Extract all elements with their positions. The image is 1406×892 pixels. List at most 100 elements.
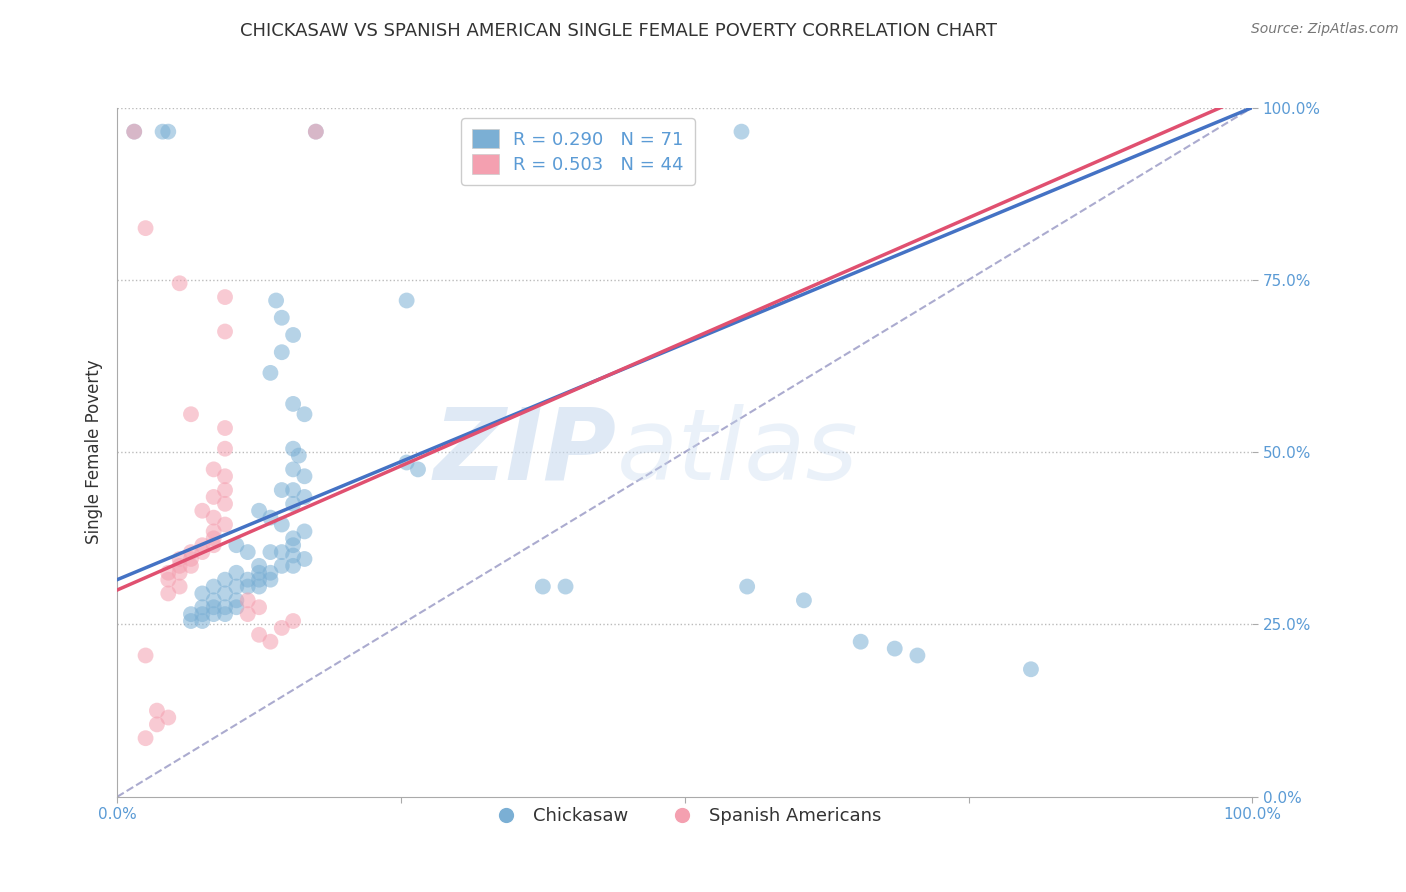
Point xyxy=(214,469,236,483)
Point xyxy=(169,277,191,291)
Point xyxy=(849,634,872,648)
Point xyxy=(122,125,145,139)
Point xyxy=(225,538,247,552)
Point xyxy=(288,449,311,463)
Point xyxy=(531,580,554,594)
Point xyxy=(202,600,225,615)
Point xyxy=(146,704,169,718)
Point xyxy=(180,407,202,421)
Point xyxy=(191,538,214,552)
Point xyxy=(259,510,281,524)
Point xyxy=(281,614,304,628)
Point xyxy=(202,510,225,524)
Point xyxy=(281,462,304,476)
Point xyxy=(214,325,236,339)
Point xyxy=(202,524,225,539)
Point xyxy=(202,607,225,621)
Point xyxy=(214,290,236,304)
Point xyxy=(305,125,328,139)
Point xyxy=(294,407,316,421)
Point xyxy=(169,580,191,594)
Point xyxy=(281,558,304,573)
Point xyxy=(157,586,180,600)
Point xyxy=(247,573,270,587)
Point xyxy=(281,397,304,411)
Text: CHICKASAW VS SPANISH AMERICAN SINGLE FEMALE POVERTY CORRELATION CHART: CHICKASAW VS SPANISH AMERICAN SINGLE FEM… xyxy=(240,22,997,40)
Point xyxy=(270,545,292,559)
Point xyxy=(270,483,292,497)
Point xyxy=(202,580,225,594)
Point xyxy=(281,442,304,456)
Point xyxy=(294,490,316,504)
Point xyxy=(406,462,429,476)
Point xyxy=(157,710,180,724)
Point xyxy=(735,580,758,594)
Point xyxy=(135,731,157,746)
Text: Source: ZipAtlas.com: Source: ZipAtlas.com xyxy=(1251,22,1399,37)
Point xyxy=(281,531,304,545)
Point xyxy=(281,483,304,497)
Point xyxy=(157,566,180,580)
Point xyxy=(793,593,815,607)
Point xyxy=(214,573,236,587)
Point xyxy=(294,552,316,566)
Point xyxy=(180,614,202,628)
Point xyxy=(180,607,202,621)
Point xyxy=(236,545,259,559)
Legend: Chickasaw, Spanish Americans: Chickasaw, Spanish Americans xyxy=(481,800,889,832)
Point xyxy=(122,125,145,139)
Point xyxy=(214,586,236,600)
Point xyxy=(191,504,214,518)
Point xyxy=(247,504,270,518)
Point xyxy=(1019,662,1042,676)
Point xyxy=(191,614,214,628)
Point xyxy=(270,517,292,532)
Point xyxy=(169,558,191,573)
Point xyxy=(152,125,174,139)
Point xyxy=(259,634,281,648)
Point xyxy=(157,125,180,139)
Point xyxy=(191,586,214,600)
Point xyxy=(281,549,304,563)
Text: atlas: atlas xyxy=(617,404,858,500)
Y-axis label: Single Female Poverty: Single Female Poverty xyxy=(86,359,103,544)
Point xyxy=(294,469,316,483)
Point xyxy=(202,593,225,607)
Point xyxy=(180,545,202,559)
Point xyxy=(247,566,270,580)
Point xyxy=(169,566,191,580)
Point xyxy=(883,641,905,656)
Point xyxy=(281,538,304,552)
Point xyxy=(294,524,316,539)
Point xyxy=(281,497,304,511)
Point xyxy=(281,328,304,343)
Point xyxy=(225,566,247,580)
Point xyxy=(259,573,281,587)
Point xyxy=(554,580,576,594)
Point xyxy=(259,545,281,559)
Point xyxy=(202,531,225,545)
Point xyxy=(247,580,270,594)
Point xyxy=(180,558,202,573)
Point xyxy=(247,600,270,615)
Point xyxy=(270,621,292,635)
Point xyxy=(225,580,247,594)
Point xyxy=(907,648,929,663)
Point xyxy=(236,593,259,607)
Point xyxy=(270,345,292,359)
Point xyxy=(225,600,247,615)
Point xyxy=(135,648,157,663)
Point xyxy=(202,490,225,504)
Point xyxy=(214,600,236,615)
Point xyxy=(305,125,328,139)
Point xyxy=(135,221,157,235)
Point xyxy=(270,310,292,325)
Point xyxy=(730,125,752,139)
Point xyxy=(146,717,169,731)
Point xyxy=(236,573,259,587)
Point xyxy=(236,607,259,621)
Point xyxy=(191,607,214,621)
Point xyxy=(270,558,292,573)
Point xyxy=(214,421,236,435)
Point xyxy=(180,552,202,566)
